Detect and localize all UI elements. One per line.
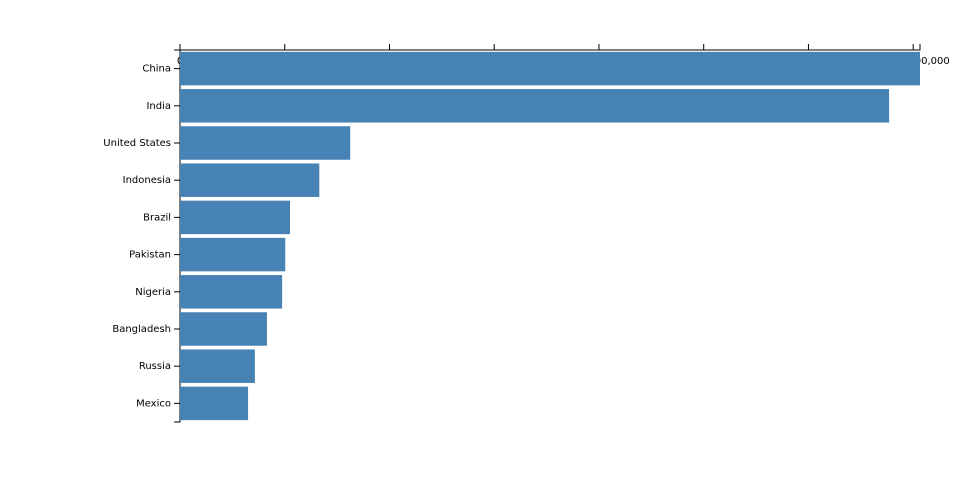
y-tick-label: China xyxy=(142,64,171,75)
y-tick-label: Russia xyxy=(139,361,171,372)
y-tick-label: Nigeria xyxy=(135,287,171,298)
bar xyxy=(180,386,249,421)
bar xyxy=(180,163,320,197)
bar xyxy=(180,349,255,383)
x-axis-line xyxy=(179,44,921,51)
bar xyxy=(180,51,920,86)
y-tick-label: Bangladesh xyxy=(112,324,171,335)
bar xyxy=(180,200,290,235)
y-tick-label: Pakistan xyxy=(129,250,171,261)
bar xyxy=(180,237,286,272)
y-tick-label: United States xyxy=(103,138,171,149)
y-tick-label: Brazil xyxy=(143,212,171,223)
y-tick-label: Indonesia xyxy=(123,175,171,186)
bar xyxy=(180,312,267,346)
y-tick-label: India xyxy=(146,101,171,112)
y-tick-label: Mexico xyxy=(136,398,171,409)
bar xyxy=(180,89,890,123)
bar xyxy=(180,126,351,160)
bar xyxy=(180,275,283,309)
y-axis-line xyxy=(174,49,181,423)
